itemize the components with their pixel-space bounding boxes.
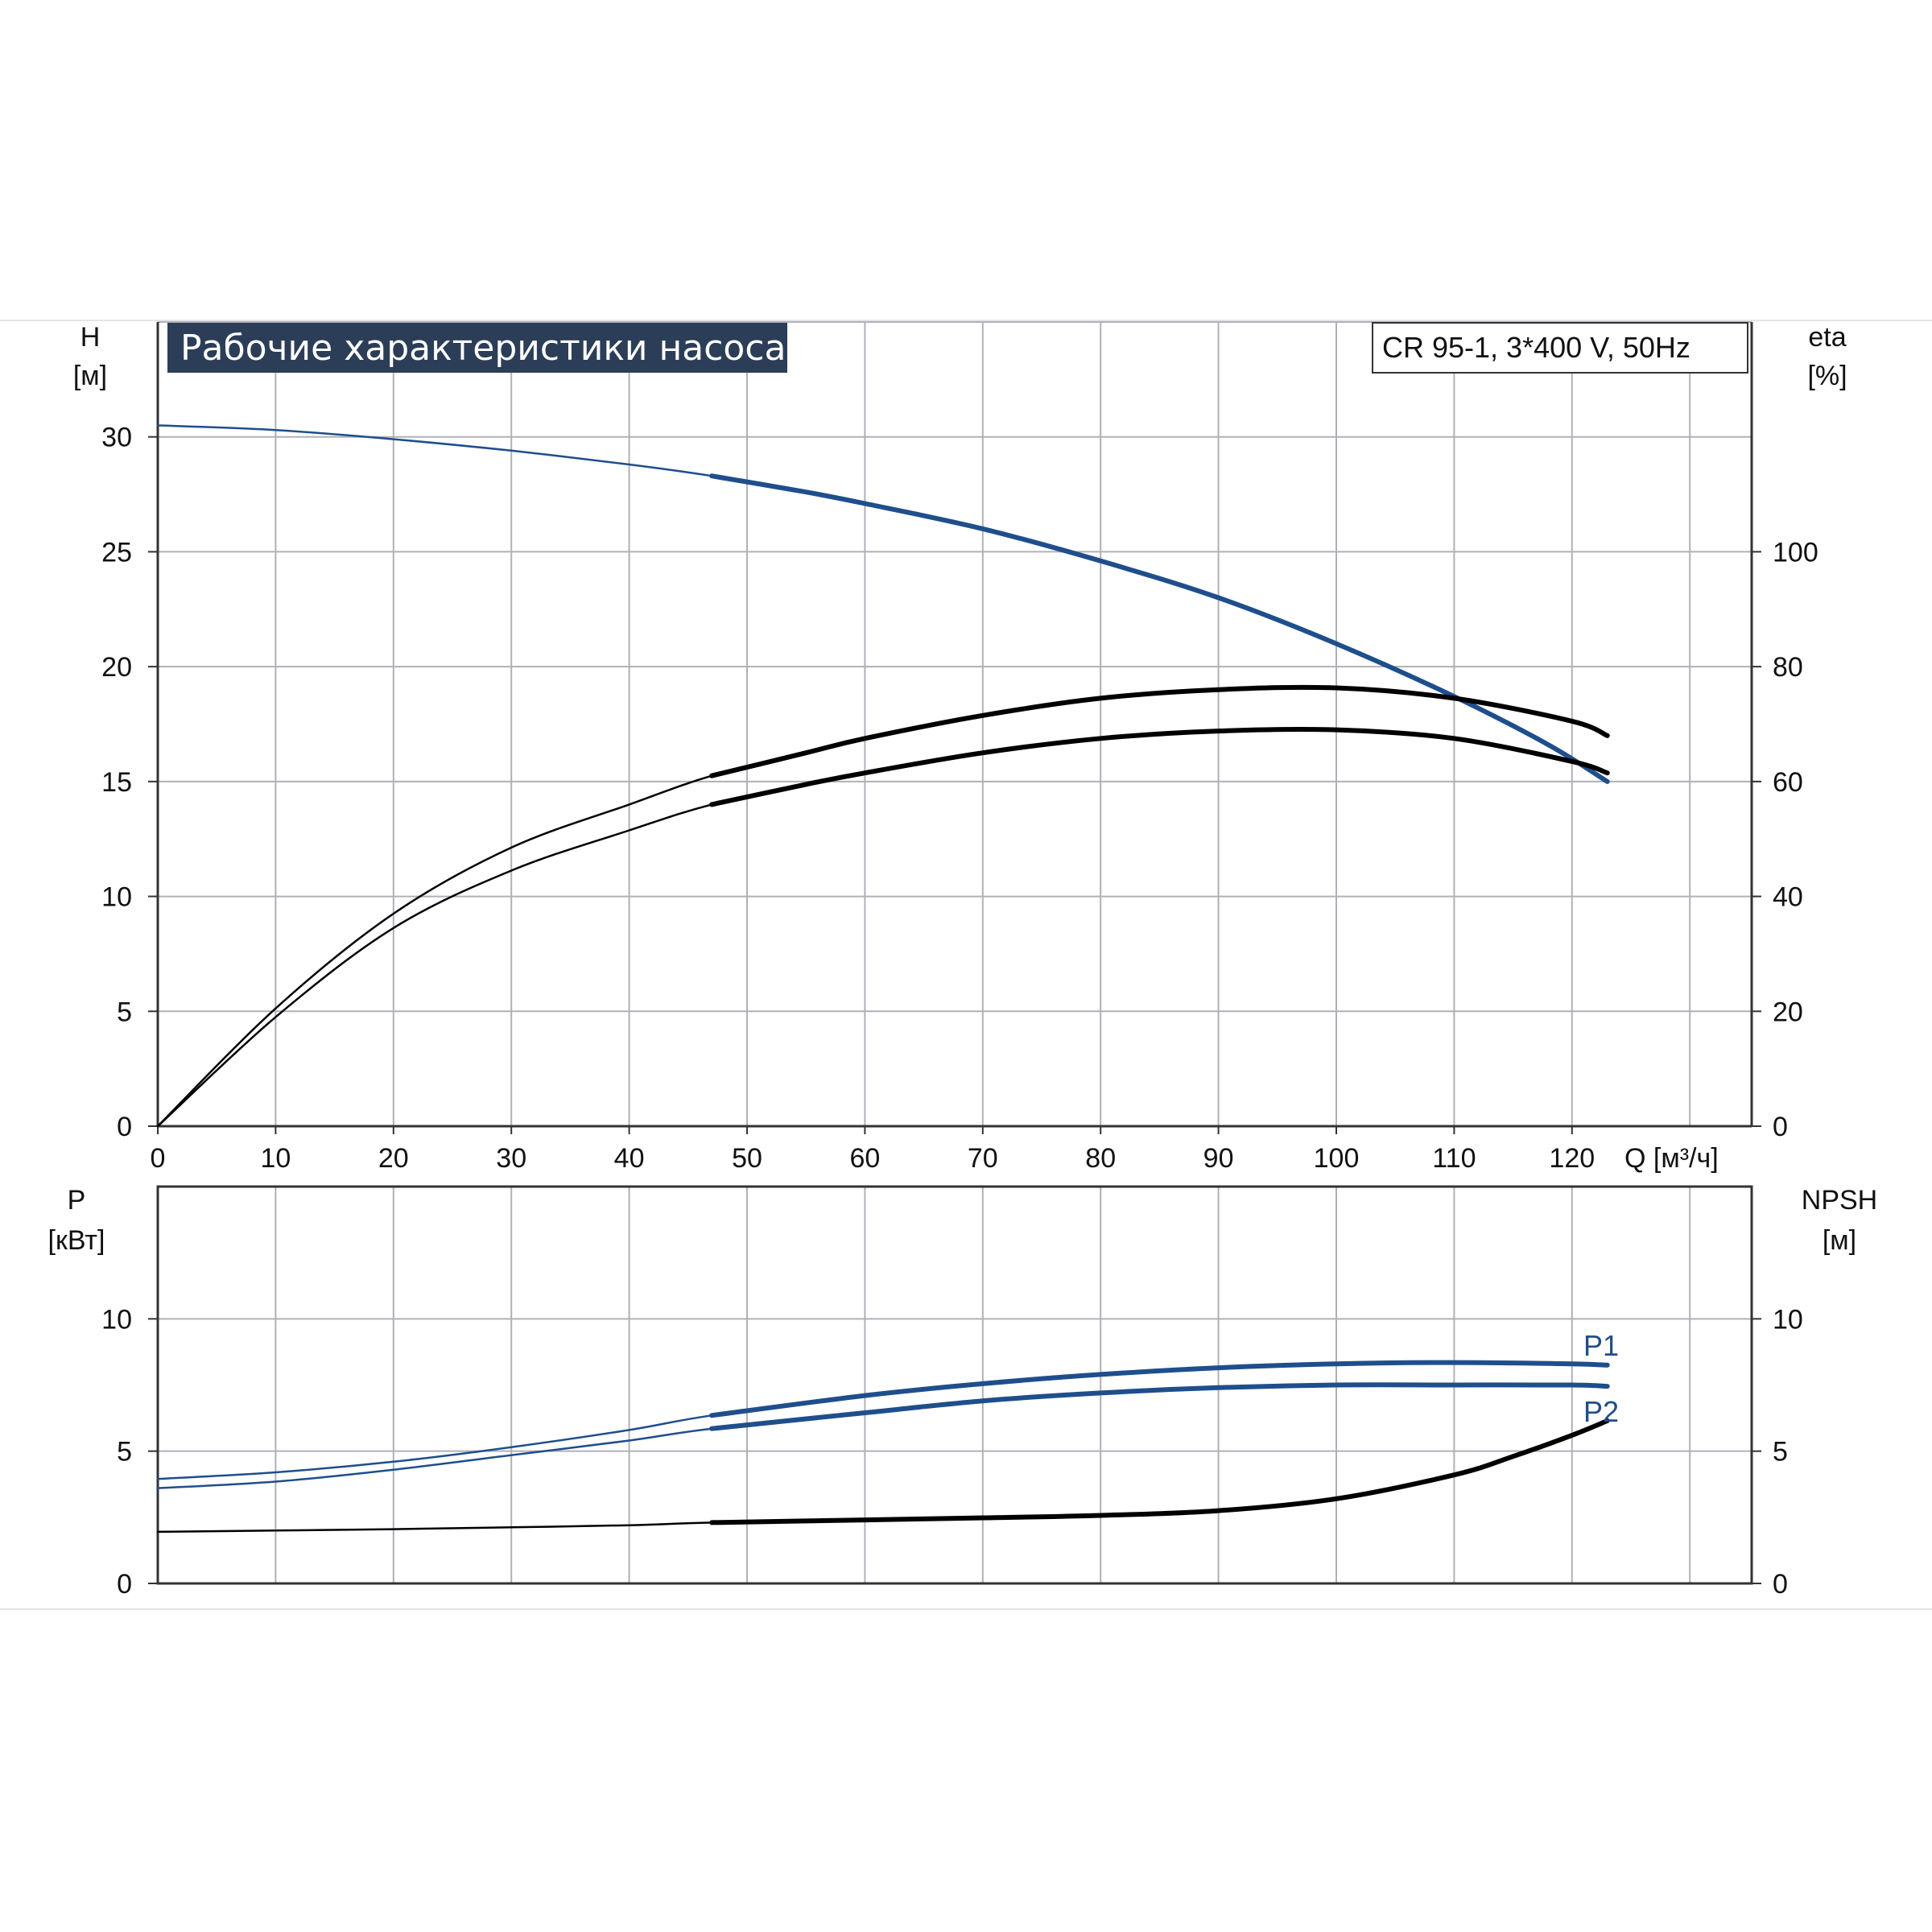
bottom-series-2-line bbox=[156, 1419, 1608, 1534]
top-series-2-operating-range bbox=[709, 726, 1610, 807]
npsh-tick-label: 0 bbox=[1773, 1569, 1788, 1600]
bottom-chart-grid bbox=[156, 1185, 1753, 1585]
p-axis-unit: [кВт] bbox=[48, 1225, 105, 1256]
q-tick-label: 30 bbox=[496, 1143, 526, 1174]
q-tick-label: 70 bbox=[968, 1143, 998, 1174]
model-label: CR 95-1, 3*400 V, 50Hz bbox=[1382, 331, 1690, 364]
p-tick-label: 0 bbox=[117, 1569, 132, 1600]
bottom-frame bbox=[156, 1185, 1753, 1585]
q-tick-label: 10 bbox=[260, 1143, 291, 1174]
eta-tick-label: 80 bbox=[1773, 652, 1803, 683]
bottom-series-1-line bbox=[156, 1384, 1608, 1489]
q-tick-label: 50 bbox=[732, 1143, 762, 1174]
bottom-series-0-line bbox=[156, 1361, 1608, 1480]
top-series-1-operating-range bbox=[709, 684, 1610, 778]
eta-tick-label: 40 bbox=[1773, 882, 1803, 913]
q-axis-label: Q [м³/ч] bbox=[1624, 1143, 1719, 1174]
h-tick-label: 5 bbox=[117, 997, 132, 1027]
q-tick-label: 80 bbox=[1085, 1143, 1116, 1174]
h-tick-label: 30 bbox=[101, 423, 132, 453]
p-axis-symbol: P bbox=[68, 1185, 86, 1216]
q-tick-label: 120 bbox=[1549, 1143, 1595, 1174]
eta-axis-symbol: eta bbox=[1808, 322, 1846, 353]
p1-series-label: P1 bbox=[1583, 1329, 1619, 1362]
eta-axis-unit: [%] bbox=[1807, 361, 1847, 391]
npsh-tick-label: 5 bbox=[1773, 1437, 1788, 1468]
p-tick-label: 10 bbox=[101, 1304, 132, 1335]
h-tick-label: 20 bbox=[101, 652, 132, 683]
npsh-axis-symbol: NPSH bbox=[1802, 1185, 1877, 1216]
p2-series-label: P2 bbox=[1583, 1395, 1619, 1428]
q-tick-label: 40 bbox=[614, 1143, 645, 1174]
h-axis-unit: [м] bbox=[73, 361, 107, 391]
h-tick-label: 15 bbox=[101, 767, 132, 798]
bottom-series-2-operating-range bbox=[709, 1418, 1610, 1525]
npsh-tick-label: 10 bbox=[1773, 1304, 1803, 1335]
q-tick-label: 110 bbox=[1432, 1143, 1476, 1174]
q-tick-label: 90 bbox=[1203, 1143, 1234, 1174]
npsh-axis-unit: [м] bbox=[1823, 1225, 1856, 1256]
top-series-1-line bbox=[156, 686, 1608, 1128]
q-tick-label: 20 bbox=[378, 1143, 409, 1174]
chart-title: Рабочие характеристики насоса bbox=[180, 328, 786, 369]
title-background bbox=[167, 323, 787, 373]
q-tick-label: 60 bbox=[849, 1143, 880, 1174]
p-tick-label: 5 bbox=[117, 1437, 132, 1468]
q-tick-label: 0 bbox=[151, 1143, 166, 1174]
eta-tick-label: 100 bbox=[1773, 537, 1818, 568]
h-axis-symbol: H bbox=[80, 322, 101, 353]
h-tick-label: 10 bbox=[101, 882, 132, 913]
top-series-0-line bbox=[156, 424, 1608, 783]
q-tick-label: 100 bbox=[1314, 1143, 1360, 1174]
eta-tick-label: 60 bbox=[1773, 767, 1803, 798]
curves-layer bbox=[156, 424, 1610, 1534]
bottom-series-0-operating-range bbox=[709, 1360, 1610, 1418]
bottom-series-1-operating-range bbox=[709, 1382, 1610, 1431]
h-tick-label: 0 bbox=[117, 1112, 132, 1142]
top-series-0-operating-range bbox=[709, 473, 1610, 784]
h-tick-label: 25 bbox=[101, 537, 132, 568]
model-box bbox=[1372, 322, 1748, 374]
eta-tick-label: 0 bbox=[1773, 1112, 1788, 1142]
eta-tick-label: 20 bbox=[1773, 997, 1803, 1027]
